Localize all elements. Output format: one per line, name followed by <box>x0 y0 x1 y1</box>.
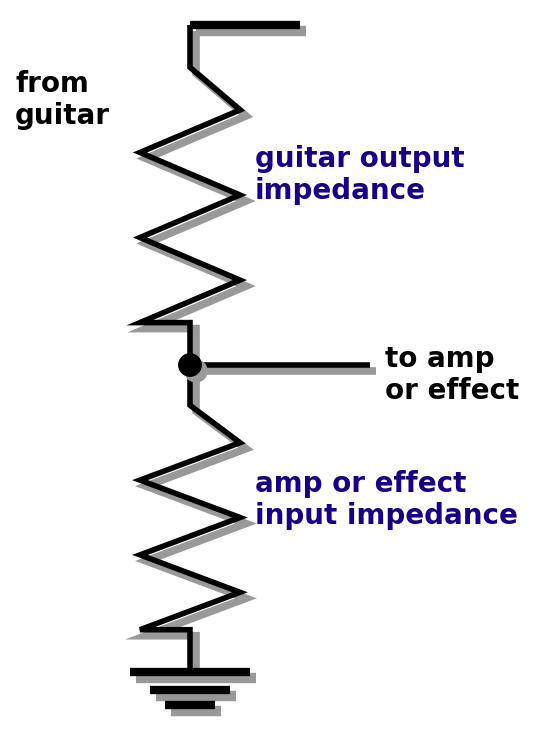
Text: amp or effect
input impedance: amp or effect input impedance <box>255 470 518 530</box>
Circle shape <box>185 360 207 382</box>
Circle shape <box>179 354 201 376</box>
Text: from
guitar: from guitar <box>15 70 110 130</box>
Text: to amp
or effect: to amp or effect <box>385 345 519 406</box>
Text: guitar output
impedance: guitar output impedance <box>255 145 465 205</box>
Circle shape <box>179 354 201 376</box>
